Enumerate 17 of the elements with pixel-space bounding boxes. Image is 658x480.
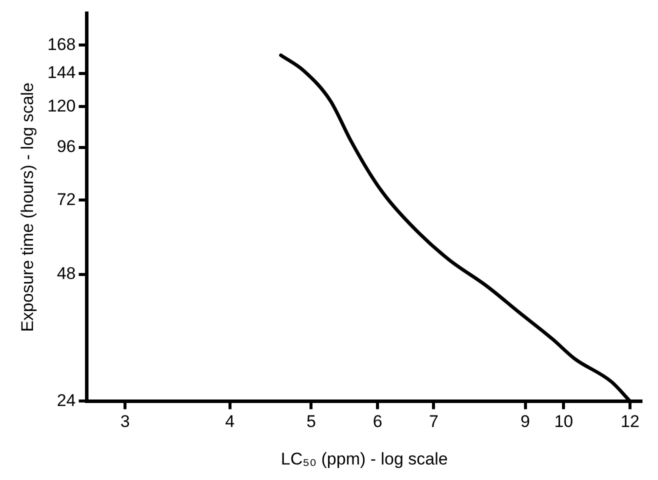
x-tick-label: 7 [429, 412, 438, 432]
x-tick-label: 3 [120, 412, 130, 432]
x-tick-label: 5 [306, 412, 316, 432]
y-tick-label: 96 [56, 137, 76, 156]
y-tick-label: 168 [47, 34, 76, 54]
y-tick-label: 120 [47, 96, 76, 116]
y-tick-label: 24 [56, 390, 76, 410]
y-tick-label: 144 [47, 63, 76, 82]
y-axis-title: Exposure time (hours) - log scale [18, 82, 37, 332]
x-tick-label: 6 [372, 412, 382, 432]
y-tick-label: 48 [56, 264, 76, 284]
x-tick-label: 10 [554, 412, 574, 432]
x-tick-label: 4 [225, 412, 235, 432]
y-tick-label: 72 [56, 190, 76, 209]
x-tick-label: 9 [520, 412, 530, 432]
x-axis-title: LC₅₀ (ppm) - log scale [280, 449, 448, 468]
x-tick-label: 12 [620, 412, 640, 432]
